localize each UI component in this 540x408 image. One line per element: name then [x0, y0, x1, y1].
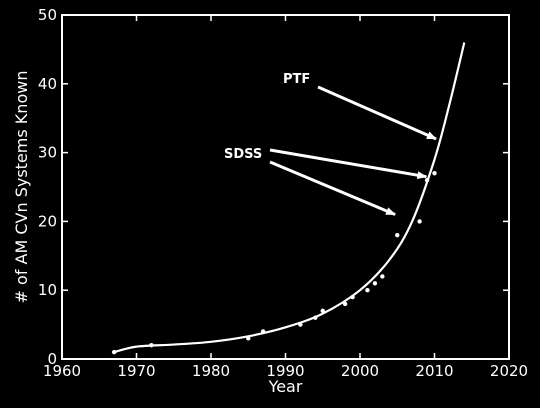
x-tick-label: 1980	[192, 362, 230, 380]
annotation-arrow	[269, 148, 428, 180]
data-point	[372, 281, 378, 286]
y-axis-title: # of AM CVn Systems Known	[12, 71, 31, 304]
annotation-label: PTF	[283, 72, 310, 87]
data-point	[246, 336, 251, 341]
data-point	[424, 177, 430, 183]
data-point	[342, 301, 348, 307]
annotations: PTF SDSS	[224, 72, 437, 216]
data-point	[298, 322, 303, 327]
fit-curve-group	[113, 42, 466, 354]
x-tick-label: 1960	[43, 362, 81, 380]
x-tick-label: 2010	[415, 362, 453, 380]
data-point	[395, 232, 400, 238]
y-tick-label: 20	[38, 212, 57, 230]
x-tick-label: 1970	[117, 362, 155, 380]
fit-curve	[113, 42, 466, 354]
data-point	[313, 315, 318, 320]
annotation-arrow	[317, 85, 437, 141]
y-tick-label: 40	[38, 75, 57, 93]
data-point	[260, 329, 266, 334]
data-point	[417, 219, 422, 224]
y-tick-label: 0	[47, 350, 57, 368]
data-points	[111, 171, 437, 355]
data-point	[432, 171, 437, 176]
y-tick-label: 30	[38, 144, 57, 162]
data-point	[149, 343, 154, 348]
annotation-arrow	[269, 160, 396, 216]
x-tick-label: 1990	[266, 362, 304, 380]
y-tick-label: 50	[38, 6, 57, 24]
y-tick-label: 10	[38, 281, 57, 299]
x-tick-label: 2000	[341, 362, 379, 380]
data-point	[320, 308, 325, 314]
x-tick-label: 2020	[490, 362, 528, 380]
data-point	[380, 274, 385, 279]
annotation-label: SDSS	[224, 147, 262, 162]
x-axis-title: Year	[268, 377, 303, 396]
data-point	[365, 288, 370, 293]
data-point	[111, 349, 117, 355]
data-point	[350, 294, 355, 300]
axes: 1960 1970 1980 1990 2000 2010 2020 0 10 20 30 40 50	[38, 6, 528, 380]
